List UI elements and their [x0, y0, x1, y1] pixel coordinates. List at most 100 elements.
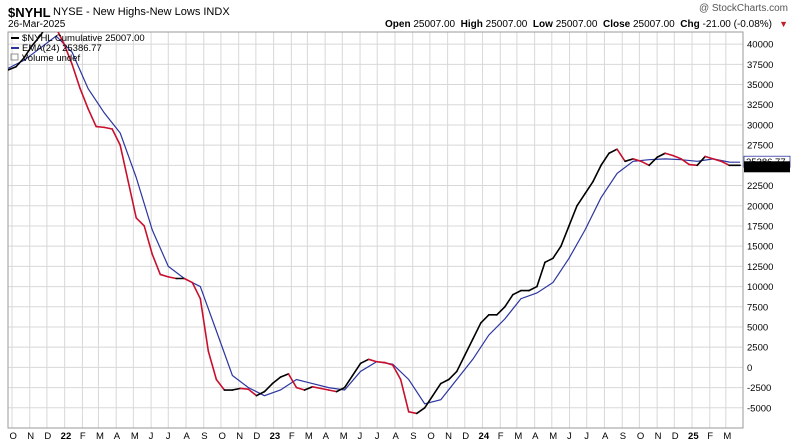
x-tick-label: J [149, 431, 154, 442]
x-tick-label: A [323, 431, 330, 442]
y-tick-label: 5000 [747, 322, 768, 333]
cumulative-segment [391, 364, 402, 381]
cumulative-segment [215, 378, 226, 391]
x-tick-label: A [114, 431, 121, 442]
y-tick-label: 22500 [747, 181, 773, 192]
x-tick-label: D [462, 431, 469, 442]
cumulative-segment [87, 107, 97, 128]
cumulative-segment [135, 217, 146, 227]
cumulative-segment [351, 362, 362, 377]
cumulative-segment [463, 338, 474, 357]
y-tick-label: 17500 [747, 221, 773, 232]
cumulative-segment [23, 44, 33, 59]
y-tick-label: 15000 [747, 242, 773, 253]
legend-ema: EMA(24) 25386.77 [22, 43, 102, 54]
x-tick-label: O [427, 431, 434, 442]
cumulative-segment [600, 152, 610, 167]
x-tick-label: J [166, 431, 171, 442]
x-tick-label: N [445, 431, 452, 442]
x-tick-label: S [201, 431, 207, 442]
cumulative-segment [688, 163, 699, 167]
cumulative-segment [608, 148, 618, 155]
cumulative-segment [359, 358, 370, 365]
x-tick-label: M [96, 431, 104, 442]
cumulative-segment [568, 204, 578, 227]
cumulative-segment [528, 285, 538, 292]
high-label: High [460, 19, 483, 30]
x-tick-label: F [498, 431, 504, 442]
x-tick-label: F [289, 431, 295, 442]
y-tick-label: -5000 [747, 403, 771, 414]
y-tick-label: 37500 [747, 60, 773, 71]
cumulative-segment [648, 156, 658, 167]
cumulative-segment [39, 32, 44, 37]
cumulative-segment [263, 382, 274, 393]
legend-cumulative: $NYHL Cumulative 25007.00 [22, 33, 145, 44]
x-tick-label: F [707, 431, 713, 442]
x-tick-label: M [549, 431, 557, 442]
cumulative-segment [672, 154, 682, 160]
cumulative-segment [319, 387, 330, 391]
cumulative-segment [632, 158, 642, 163]
low-label: Low [532, 19, 553, 30]
x-tick-label: M [514, 431, 522, 442]
open-label: Open [385, 19, 411, 30]
cumulative-segment [616, 148, 626, 163]
cumulative-segment [640, 160, 650, 167]
cumulative-segment [367, 358, 378, 363]
x-tick-label: M [723, 431, 731, 442]
x-tick-label: A [392, 431, 399, 442]
last-price-tag-label: 25007.00 [746, 162, 786, 173]
y-tick-label: 12500 [747, 262, 773, 273]
chart-legend: $NYHL Cumulative 25007.00 EMA(24) 25386.… [10, 33, 145, 64]
down-arrow-icon: ▼ [779, 19, 788, 29]
x-tick-label: N [655, 431, 662, 442]
cumulative-segment [295, 386, 306, 391]
x-tick-label: N [27, 431, 34, 442]
cumulative-segment [287, 373, 298, 389]
legend-volume: Volume undef [22, 53, 80, 64]
y-tick-label: 30000 [747, 120, 773, 131]
cumulative-segment [576, 192, 586, 207]
cumulative-segment [31, 35, 41, 47]
x-axis: O N D 22 F M A M J J A S O N D 23 F M A M J J A S O N D 24 F M A M J J A S O… [10, 431, 732, 442]
cumulative-segment [279, 373, 290, 378]
cumulative-segment [303, 385, 314, 391]
close-label: Close [602, 19, 631, 30]
cumulative-segment [696, 155, 707, 167]
y-tick-label: 2500 [747, 343, 768, 354]
y-tick-label: 32500 [747, 100, 773, 111]
high-value: 25007.00 [485, 19, 528, 30]
chart-grid [8, 32, 743, 428]
cumulative-segment [15, 57, 25, 68]
cumulative-segment [504, 293, 514, 308]
x-tick-label: D [672, 431, 679, 442]
cumulative-segment [239, 387, 250, 391]
cumulative-segment [704, 155, 715, 160]
y-tick-label: 10000 [747, 282, 773, 293]
cumulative-segment [720, 160, 731, 167]
chg-value: -21.00 (-0.08%) [702, 19, 772, 30]
cumulative-segment [183, 277, 194, 284]
x-tick-label: A [184, 431, 191, 442]
symbol-description: NYSE - New Highs-New Lows INDX [53, 6, 230, 18]
x-tick-label: A [602, 431, 609, 442]
cumulative-segment [656, 152, 666, 159]
plot-frame [7, 31, 744, 429]
x-tick-label: N [236, 431, 243, 442]
cumulative-segment [119, 144, 130, 183]
x-tick-label: O [218, 431, 225, 442]
x-tick-label: M [340, 431, 348, 442]
y-axis: 4000037500350003250030000275002500022500… [747, 40, 773, 415]
cumulative-segment [63, 43, 73, 66]
cumulative-segment [231, 387, 242, 391]
cumulative-segment [159, 273, 170, 278]
cumulative-segment [584, 180, 594, 195]
cumulative-segment [95, 125, 105, 129]
series-layer [8, 32, 741, 415]
x-tick-label: 24 [479, 431, 490, 442]
cumulative-segment [343, 374, 354, 389]
y-tick-label: 35000 [747, 80, 773, 91]
x-tick-label: O [10, 431, 17, 442]
